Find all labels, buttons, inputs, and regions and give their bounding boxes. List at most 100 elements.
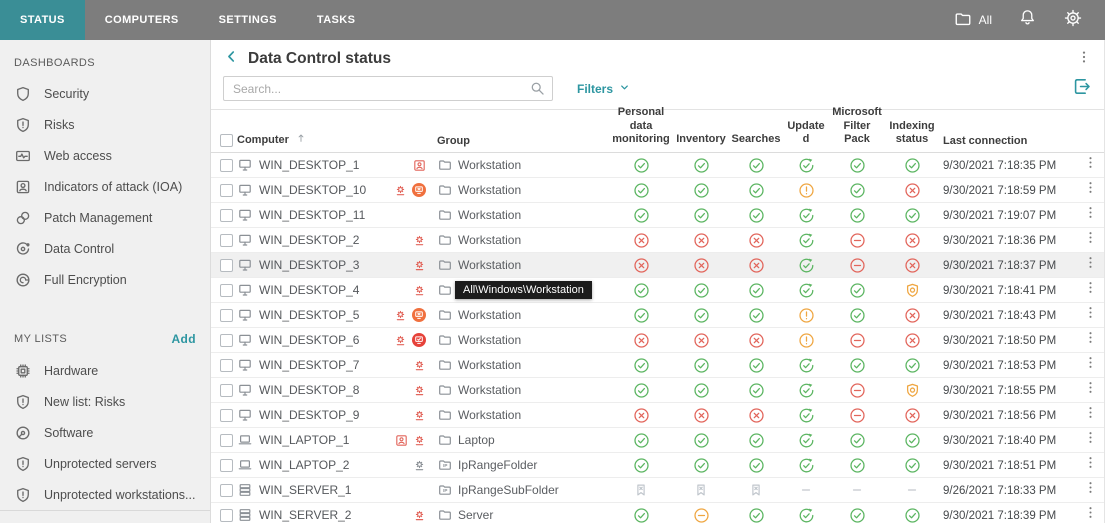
table-row[interactable]: WIN_DESKTOP_9 Workstation 9/30/2021 7:18:… [211,403,1104,428]
column-last-connection[interactable]: Last connection [943,135,1028,147]
agent-reinstall-icon [412,258,427,273]
sidebar-item-unprotected-servers[interactable]: Unprotected servers [0,448,210,479]
row-checkbox[interactable] [220,233,233,247]
table-row[interactable]: WIN_DESKTOP_1 Workstation 9/30/2021 7:18:… [211,153,1104,178]
row-checkbox[interactable] [220,158,233,172]
row-menu-button[interactable] [1083,255,1098,275]
column-group[interactable]: Group [431,135,609,147]
row-menu-button[interactable] [1083,305,1098,325]
table-row[interactable]: WIN_SERVER_1 IP IpRangeSubFolder 9/26/2021… [211,478,1104,503]
row-checkbox[interactable] [220,208,233,222]
computer-name: WIN_LAPTOP_2 [259,458,350,472]
column-microsoft-filter-pack[interactable]: Microsoft Filter Pack [832,105,882,146]
table-row[interactable]: WIN_SERVER_2 Server 9/30/2021 7:18:39 PM [211,503,1104,523]
filters-button[interactable]: Filters [577,81,631,97]
table-row[interactable]: WIN_DESKTOP_8 Workstation 9/30/2021 7:18:… [211,378,1104,403]
sidebar-item-indicators-of-attack-ioa[interactable]: Indicators of attack (IOA) [0,171,210,202]
row-checkbox[interactable] [220,333,233,347]
row-menu-button[interactable] [1083,205,1098,225]
status-error-icon [693,332,710,349]
select-all-checkbox[interactable] [220,134,233,147]
sidebar-item-unprotected-workstations[interactable]: Unprotected workstations... [0,479,210,510]
row-checkbox[interactable] [220,358,233,372]
computer-name: WIN_SERVER_1 [259,483,352,497]
row-checkbox[interactable] [220,433,233,447]
sidebar-item-hardware[interactable]: Hardware [0,355,210,386]
tab-tasks[interactable]: TASKS [316,14,356,26]
tab-computers[interactable]: COMPUTERS [104,14,179,26]
row-menu-button[interactable] [1083,355,1098,375]
table-row[interactable]: WIN_LAPTOP_1 Laptop 9/30/2021 7:18:40 PM [211,428,1104,453]
row-checkbox[interactable] [220,383,233,397]
row-checkbox[interactable] [220,183,233,197]
status-ok-icon [748,457,765,474]
laptop-icon [237,432,253,448]
row-menu-button[interactable] [1083,230,1098,250]
add-list-button[interactable]: Add [171,332,196,346]
status-ok-icon [849,157,866,174]
table-row[interactable]: WIN_DESKTOP_10 Workstation 9/30/2021 7:18… [211,178,1104,203]
column-indexing-status[interactable]: Indexing status [889,119,935,146]
table-row[interactable]: WIN_DESKTOP_6 Workstation 9/30/2021 7:18:… [211,328,1104,353]
status-error-icon [748,332,765,349]
settings-button[interactable] [1063,8,1083,33]
table-row[interactable]: WIN_DESKTOP_2 Workstation 9/30/2021 7:18:… [211,228,1104,253]
table-row[interactable]: WIN_DESKTOP_11 Workstation 9/30/2021 7:19… [211,203,1104,228]
sidebar-item-data-control[interactable]: Data Control [0,233,210,264]
row-menu-button[interactable] [1083,180,1098,200]
agent-reinstall-icon [412,233,427,248]
table-row[interactable]: WIN_DESKTOP_3 Workstation 9/30/2021 7:18:… [211,253,1104,278]
table-row[interactable]: WIN_DESKTOP_7 Workstation 9/30/2021 7:18:… [211,353,1104,378]
row-checkbox[interactable] [220,258,233,272]
row-menu-button[interactable] [1083,455,1098,475]
row-menu-button[interactable] [1083,155,1098,175]
row-checkbox[interactable] [220,308,233,322]
status-error-icon [748,407,765,424]
computer-scope-selector[interactable]: All [953,9,992,32]
export-button[interactable] [1071,76,1092,102]
column-computer[interactable]: Computer [237,132,383,147]
row-checkbox[interactable] [220,508,233,522]
row-menu-button[interactable] [1083,330,1098,350]
row-menu-button[interactable] [1083,280,1098,300]
tab-status[interactable]: STATUS [0,0,85,40]
table-row[interactable]: WIN_LAPTOP_2 IP IpRangeFolder 9/30/2021 7:… [211,453,1104,478]
folder-icon [437,282,453,298]
computer-name: WIN_DESKTOP_7 [259,358,360,372]
sidebar-item-web-access[interactable]: Web access [0,140,210,171]
page-menu-button[interactable] [1076,49,1092,70]
table-row[interactable]: WIN_DESKTOP_4 WorkstationAll\Windows\Wor… [211,278,1104,303]
sidebar-item-security[interactable]: Security [0,78,210,109]
row-menu-button[interactable] [1083,405,1098,425]
row-checkbox[interactable] [220,458,233,472]
sidebar-item-risks[interactable]: Risks [0,109,210,140]
agent-reinstall-icon [412,358,427,373]
sidebar-item-new-list-risks[interactable]: New list: Risks [0,386,210,417]
tab-settings[interactable]: SETTINGS [218,14,277,26]
row-checkbox[interactable] [220,408,233,422]
row-checkbox[interactable] [220,483,233,497]
sidebar-item-scheduled-reports[interactable]: Scheduled reports [0,517,210,523]
sidebar-item-full-encryption[interactable]: Full Encryption [0,264,210,295]
group-name: Workstation [458,183,522,197]
status-ok-icon [748,432,765,449]
column-personal-data-monitoring[interactable]: Personal data monitoring [612,105,670,146]
last-connection: 9/30/2021 7:18:53 PM [943,360,1057,372]
back-button[interactable] [223,48,240,70]
column-inventory[interactable]: Inventory [676,133,726,146]
status-ok-icon [633,307,650,324]
table-row[interactable]: WIN_DESKTOP_5 Workstation 9/30/2021 7:18:… [211,303,1104,328]
status-ok-icon [849,507,866,523]
row-menu-button[interactable] [1083,430,1098,450]
sidebar-item-software[interactable]: Software [0,417,210,448]
search-input[interactable] [223,76,553,101]
row-menu-button[interactable] [1083,480,1098,500]
notifications-button[interactable] [1018,8,1037,32]
row-menu-button[interactable] [1083,505,1098,523]
row-menu-button[interactable] [1083,380,1098,400]
ip-folder-icon: IP [437,457,453,473]
sidebar-item-patch-management[interactable]: Patch Management [0,202,210,233]
row-checkbox[interactable] [220,283,233,297]
column-searches[interactable]: Searches [731,133,781,146]
column-updated[interactable]: Updated [787,119,825,146]
